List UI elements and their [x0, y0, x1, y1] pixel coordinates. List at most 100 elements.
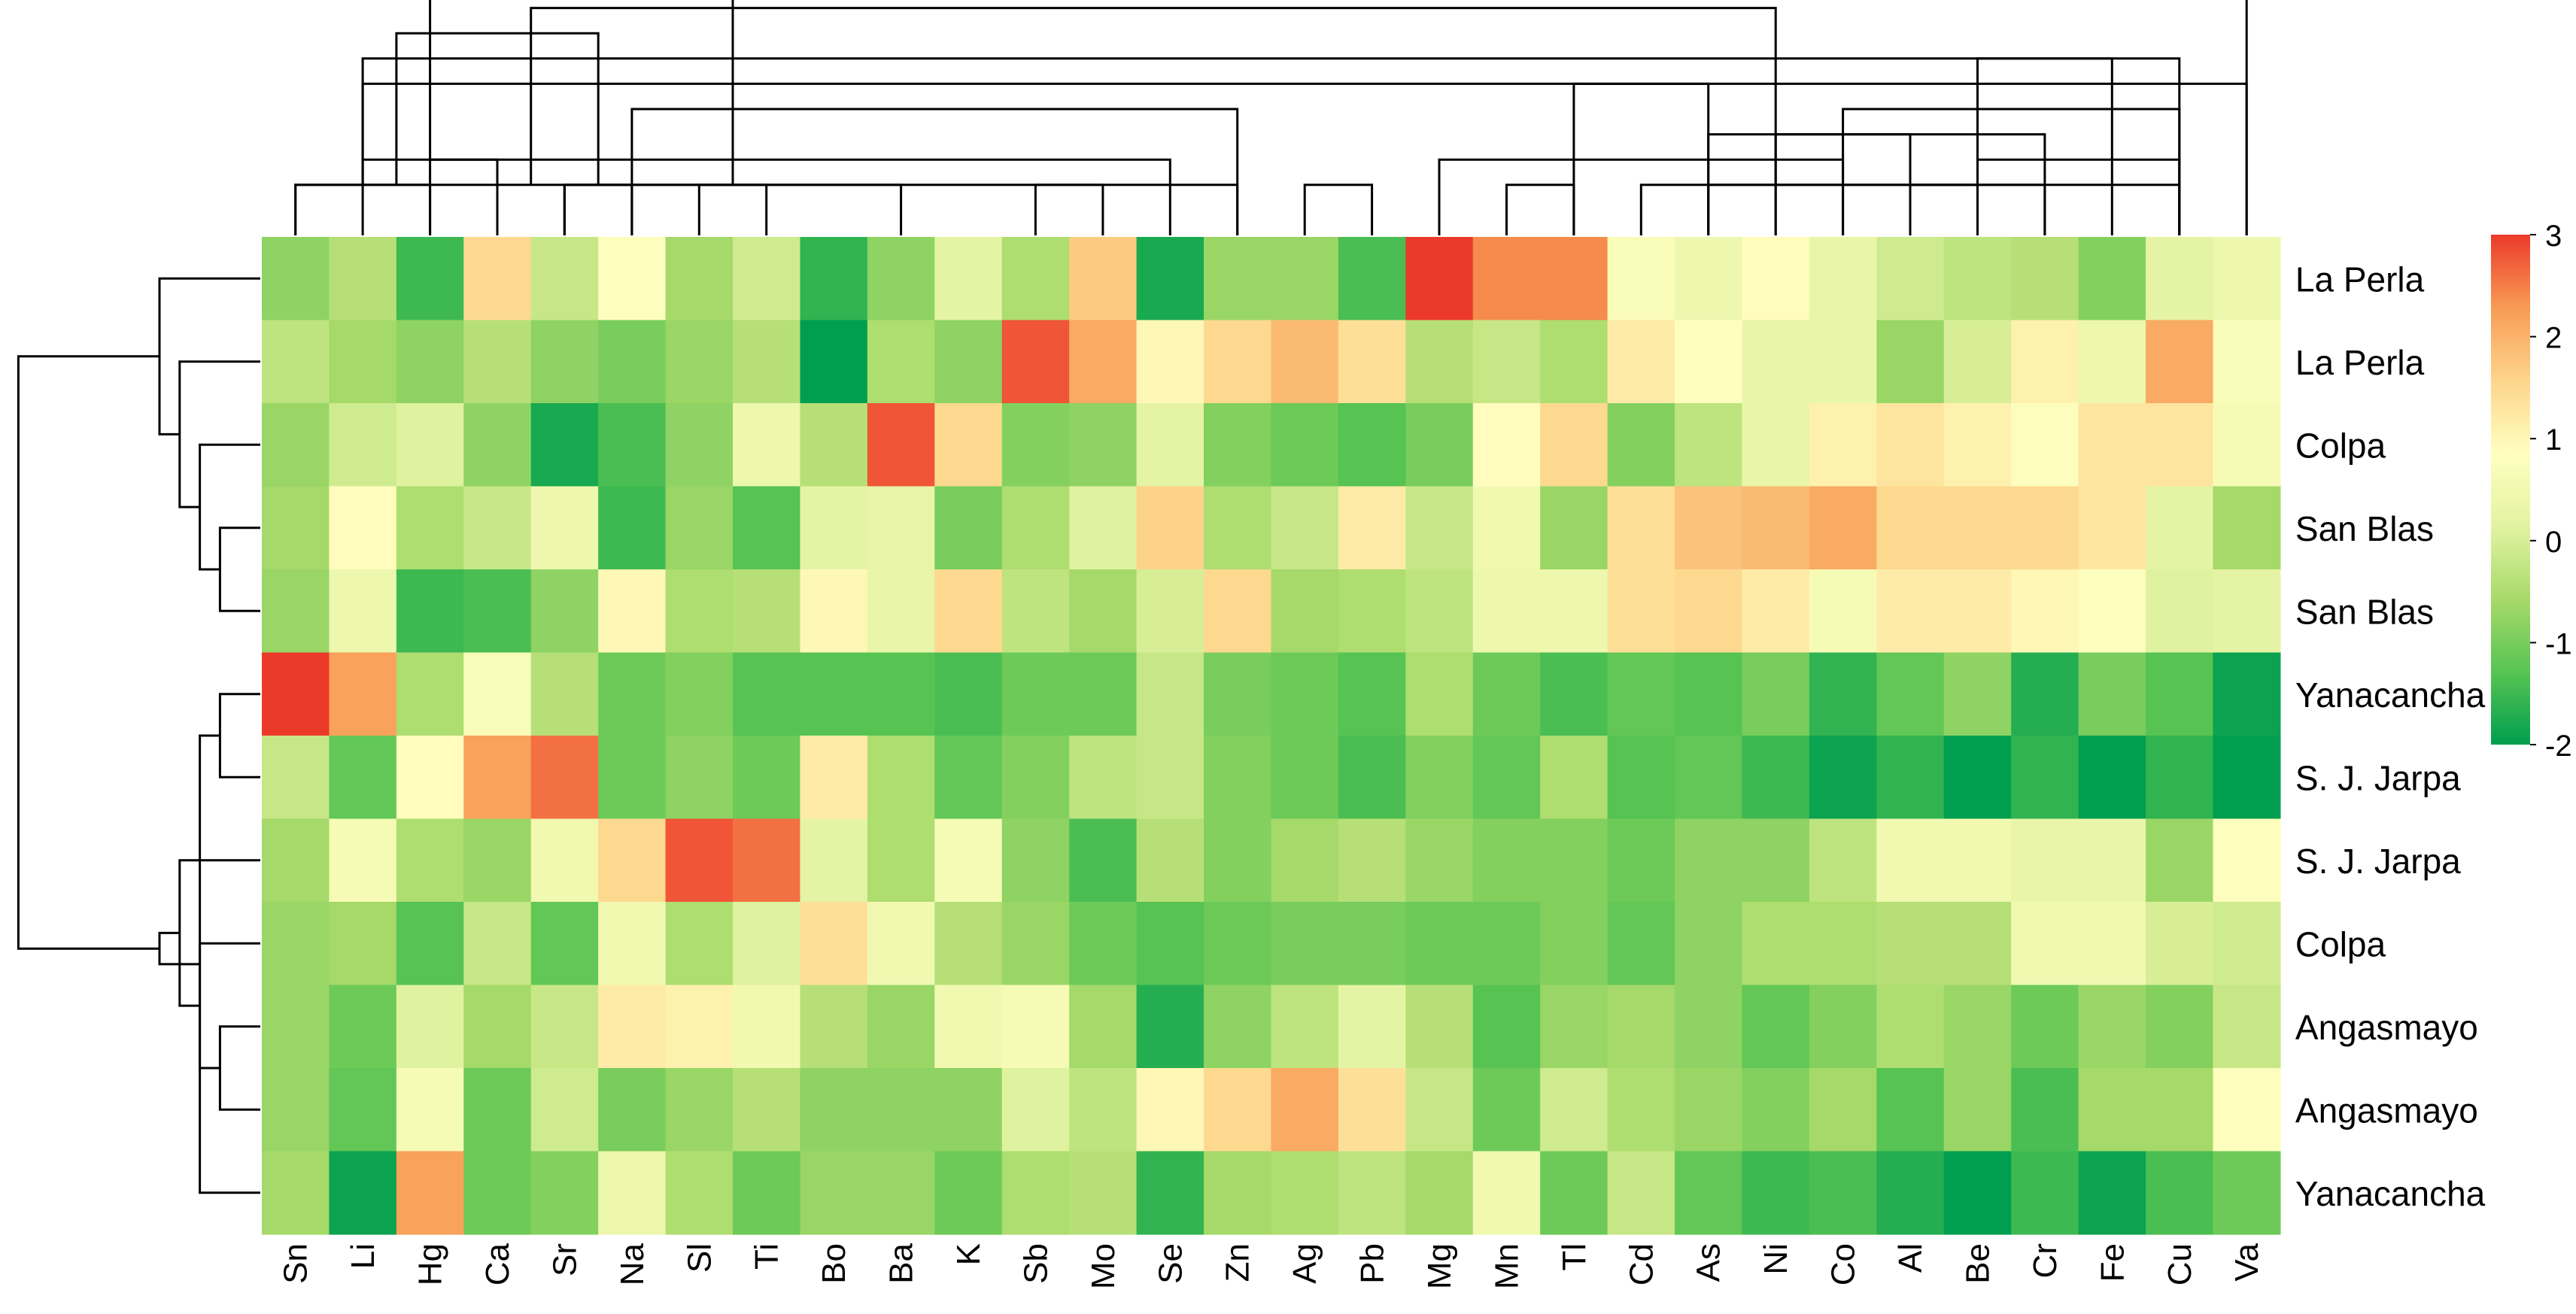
- heatmap-cell: [1742, 1068, 1810, 1152]
- heatmap-cell: [1607, 652, 1675, 736]
- dendrogram-branch: [1842, 108, 2181, 235]
- heatmap-cell: [463, 486, 532, 570]
- heatmap-cell: [934, 486, 1003, 570]
- heatmap-cell: [665, 403, 734, 487]
- column-label: Se: [1152, 1243, 1189, 1284]
- heatmap-cell: [1136, 403, 1204, 487]
- heatmap-cell: [463, 818, 532, 903]
- heatmap-cell: [1742, 818, 1810, 903]
- heatmap-cell: [1204, 403, 1272, 487]
- heatmap-cell: [1943, 403, 2012, 487]
- heatmap-cell: [1675, 320, 1743, 404]
- heatmap-cell: [1136, 736, 1204, 820]
- heatmap-cell: [800, 569, 868, 654]
- heatmap-cell: [598, 403, 667, 487]
- heatmap-cell: [2078, 320, 2146, 404]
- heatmap-cell: [733, 486, 801, 570]
- heatmap-cell: [1675, 237, 1743, 321]
- heatmap-cell: [733, 1151, 801, 1235]
- heatmap-cell: [1675, 1068, 1743, 1152]
- heatmap-cell: [1136, 1151, 1204, 1235]
- heatmap-cell: [1675, 818, 1743, 903]
- heatmap-cell: [1472, 1151, 1541, 1235]
- heatmap-cell: [800, 985, 868, 1069]
- heatmap-cell: [329, 1068, 397, 1152]
- heatmap-cell: [1540, 486, 1608, 570]
- dendrogram-branch: [218, 527, 260, 612]
- heatmap-cell: [329, 985, 397, 1069]
- legend-tick-label: -1: [2545, 627, 2572, 660]
- heatmap-cell: [1271, 1151, 1339, 1235]
- heatmap-cell: [1204, 320, 1272, 404]
- row-label: S. J. Jarpa: [2295, 758, 2461, 797]
- heatmap-cell: [867, 985, 935, 1069]
- dendrogram-branch: [1639, 184, 1979, 235]
- column-label: Sl: [681, 1243, 718, 1273]
- column-label: Tl: [1556, 1243, 1593, 1271]
- heatmap-cell: [1472, 818, 1541, 903]
- heatmap-cell: [1876, 486, 1945, 570]
- heatmap-cell: [2146, 985, 2214, 1069]
- heatmap-cell: [530, 320, 599, 404]
- heatmap-cell: [733, 652, 801, 736]
- heatmap-cell: [1204, 1151, 1272, 1235]
- heatmap-cell: [1069, 320, 1138, 404]
- heatmap-cell: [934, 320, 1003, 404]
- column-label: Zn: [1220, 1243, 1256, 1282]
- heatmap-cell: [1472, 652, 1541, 736]
- heatmap-cell: [1876, 569, 1945, 654]
- heatmap-cell: [2078, 237, 2146, 321]
- dendrogram-branch: [178, 859, 260, 1007]
- column-label: Ti: [749, 1243, 785, 1270]
- heatmap-cell: [2011, 320, 2079, 404]
- dendrogram-branch: [199, 443, 260, 571]
- heatmap-cell: [1405, 569, 1474, 654]
- heatmap-cell: [1001, 736, 1070, 820]
- heatmap-cell: [1204, 902, 1272, 986]
- column-label: Hg: [412, 1243, 449, 1285]
- heatmap-cell: [530, 902, 599, 986]
- heatmap-cell: [1607, 1151, 1675, 1235]
- heatmap-cell: [867, 320, 935, 404]
- heatmap-cell: [2213, 403, 2281, 487]
- heatmap-cell: [329, 403, 397, 487]
- heatmap-cell: [1809, 902, 1877, 986]
- heatmap-cell: [2146, 486, 2214, 570]
- heatmap-cell: [262, 1068, 330, 1152]
- row-label: San Blas: [2295, 592, 2434, 631]
- heatmap-cell: [1607, 569, 1675, 654]
- heatmap-cell: [329, 1151, 397, 1235]
- heatmap-cell: [1405, 403, 1474, 487]
- column-label: Ca: [479, 1243, 516, 1285]
- heatmap-cell: [2213, 736, 2281, 820]
- heatmap-cell: [1136, 237, 1204, 321]
- heatmap-cell: [530, 403, 599, 487]
- heatmap-cell: [1001, 320, 1070, 404]
- heatmap-cell: [530, 237, 599, 321]
- column-label: K: [950, 1243, 987, 1265]
- heatmap-cell: [1405, 652, 1474, 736]
- heatmap-cell: [1204, 736, 1272, 820]
- heatmap-cell: [598, 237, 667, 321]
- heatmap-cell: [2213, 237, 2281, 321]
- heatmap-cell: [598, 818, 667, 903]
- heatmap-cell: [2078, 985, 2146, 1069]
- heatmap-cell: [867, 652, 935, 736]
- heatmap-cell: [1405, 320, 1474, 404]
- heatmap-cell: [598, 320, 667, 404]
- heatmap-cell: [329, 486, 397, 570]
- heatmap-cell: [1742, 569, 1810, 654]
- heatmap-cell: [1338, 818, 1406, 903]
- heatmap-cell: [934, 902, 1003, 986]
- heatmap-cell: [1069, 569, 1138, 654]
- heatmap-cell: [262, 320, 330, 404]
- heatmap-cell: [2011, 652, 2079, 736]
- heatmap-cell: [329, 736, 397, 820]
- heatmap-cell: [1001, 569, 1070, 654]
- heatmap-cell: [1271, 237, 1339, 321]
- column-label: Sb: [1017, 1243, 1054, 1284]
- heatmap-cell: [1069, 736, 1138, 820]
- heatmap-cell: [2213, 320, 2281, 404]
- heatmap-cell: [867, 486, 935, 570]
- heatmap-cell: [733, 569, 801, 654]
